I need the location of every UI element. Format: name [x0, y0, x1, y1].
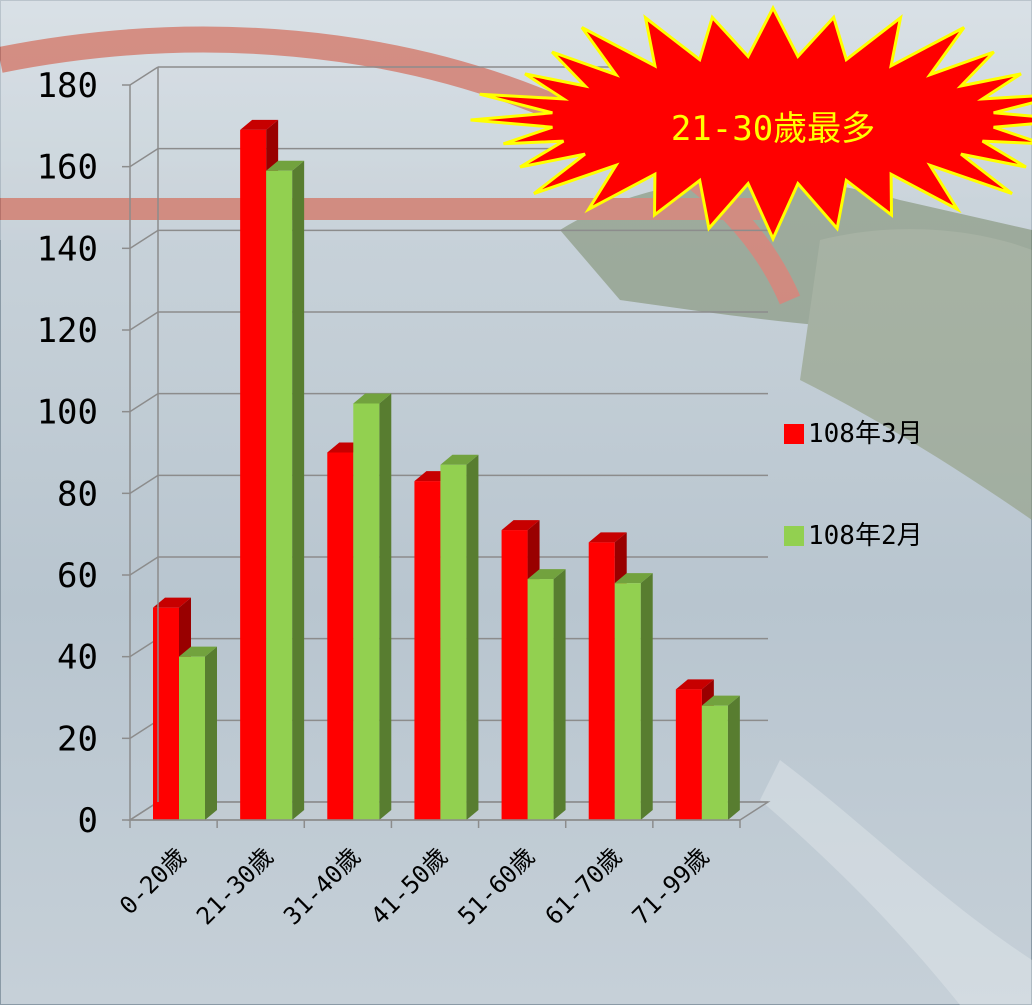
bar-0-1 [179, 646, 217, 820]
legend-label: 108年3月 [808, 419, 923, 449]
bar-side [727, 695, 740, 820]
bar-front [266, 170, 293, 820]
x-tick-label: 0-20歲 [114, 842, 192, 920]
bar-top [266, 160, 305, 171]
annotation-text: 21-30歲最多 [671, 109, 875, 149]
gridline-diag [129, 311, 159, 331]
y-tick-label: 20 [57, 719, 98, 759]
bar-side [553, 569, 566, 820]
bar-top [179, 646, 217, 657]
bar-top [527, 569, 566, 580]
bar-front [614, 583, 641, 820]
bar-front [440, 464, 467, 820]
bar-side [205, 646, 217, 820]
y-tick-label: 40 [57, 638, 98, 678]
x-tick-label: 51-60歲 [453, 842, 541, 930]
y-tick-label: 80 [57, 474, 98, 514]
bar-front [353, 403, 380, 820]
bar-front [179, 656, 205, 820]
x-tick-label: 21-30歲 [191, 842, 279, 930]
bar-5-1 [614, 573, 653, 820]
bar-front [501, 530, 528, 820]
bar-top [701, 695, 740, 706]
x-axis: 0-20歲 21-30歲 31-40歲 41-50歲 51-60歲 61-70歲 71-99… [114, 819, 741, 930]
bar-4-1 [527, 569, 566, 820]
legend: 108年3月 108年2月 [784, 419, 923, 551]
bar-front [153, 607, 179, 820]
gridline-diag [129, 474, 159, 494]
bar-front [327, 452, 354, 820]
bar-top [240, 119, 279, 130]
y-tick-label: 120 [37, 311, 98, 351]
gridline-diag [129, 229, 159, 249]
bar-2-1 [353, 393, 392, 820]
bar-top [501, 520, 540, 531]
y-tick-label: 140 [37, 229, 98, 269]
bar-front [701, 705, 728, 820]
bar-top [440, 454, 479, 465]
x-tick-label: 41-50歲 [365, 842, 453, 930]
bar-top [614, 573, 653, 584]
bar-front [588, 542, 615, 820]
bar-top [588, 532, 627, 543]
bar-front [240, 129, 267, 820]
bar-top [675, 679, 714, 690]
bar-front [675, 689, 702, 820]
y-tick-label: 0 [78, 801, 98, 841]
gridline-diag [129, 556, 159, 576]
bar-1-1 [266, 160, 305, 820]
legend-label: 108年2月 [808, 521, 923, 551]
y-axis: 0 20 40 60 80 100 120 140 160 180 [37, 66, 159, 841]
bar-side [292, 160, 305, 820]
gridline-diag [129, 148, 159, 168]
bar-side [466, 454, 479, 820]
legend-swatch [784, 526, 804, 546]
y-tick-label: 180 [37, 66, 98, 106]
bar-top [353, 393, 392, 404]
x-tick-label: 61-70歲 [540, 842, 628, 930]
bar-3-1 [440, 454, 479, 820]
bar-6-1 [701, 695, 740, 820]
x-tick-label: 71-99歲 [627, 842, 715, 930]
bar-top [153, 597, 191, 608]
starburst-shape [470, 4, 1032, 243]
legend-swatch [784, 424, 804, 444]
bar-side [640, 573, 653, 820]
y-tick-label: 60 [57, 556, 98, 596]
y-tick-label: 100 [37, 393, 98, 433]
bar-side [379, 393, 392, 820]
gridline-diag [129, 393, 159, 413]
y-tick-label: 160 [37, 148, 98, 188]
gridline-diag [129, 66, 159, 86]
bar-front [414, 481, 441, 820]
bar-front [527, 579, 554, 820]
x-tick-label: 31-40歲 [278, 842, 366, 930]
starburst-callout: 21-30歲最多 [470, 4, 1032, 243]
